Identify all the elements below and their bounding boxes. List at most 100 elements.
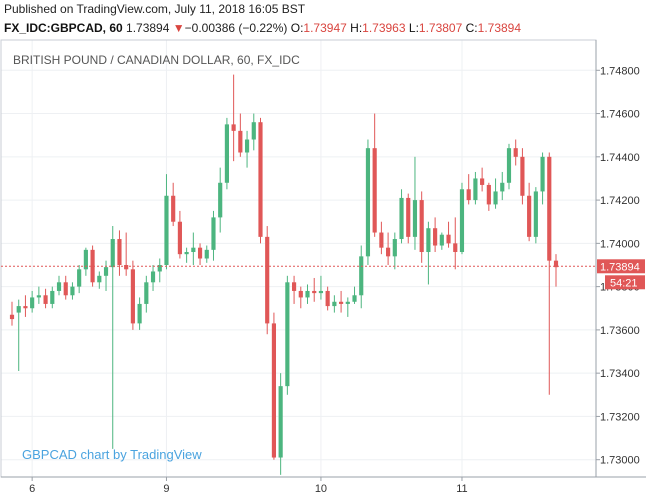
x-axis: 6 9 10 11 [29, 477, 468, 495]
candle [500, 171, 505, 201]
candle [486, 182, 491, 211]
candle [426, 221, 431, 285]
candle-body [278, 386, 283, 458]
candle-body [392, 239, 397, 257]
published-line: Published on TradingView.com, July 11, 2… [4, 2, 306, 16]
candle [97, 271, 102, 289]
candle [77, 264, 82, 294]
candle-body [36, 295, 41, 298]
candle-body [480, 178, 485, 185]
candle [412, 156, 418, 250]
candle [466, 174, 471, 205]
candle [144, 275, 149, 313]
candle-body [298, 290, 303, 298]
plot-border [0, 39, 597, 478]
candle-body [426, 228, 431, 253]
candle [23, 295, 28, 317]
candle-body [399, 197, 404, 240]
candle-body [493, 191, 498, 205]
candle [265, 226, 270, 335]
candle-body [83, 249, 88, 270]
candle [218, 167, 223, 233]
candle [251, 113, 256, 151]
candle [191, 232, 196, 265]
candle-body [164, 195, 169, 265]
candle-body [527, 195, 532, 237]
candle-body [197, 247, 203, 259]
candle [70, 282, 75, 300]
candle-body [271, 323, 277, 458]
candle [379, 221, 384, 255]
candle-body [110, 239, 115, 268]
candle [298, 286, 303, 309]
candle [211, 210, 216, 261]
candle [473, 171, 478, 205]
candle [339, 290, 344, 313]
candle [204, 245, 209, 263]
candle [305, 284, 310, 304]
candle [56, 275, 62, 296]
candle [533, 187, 538, 244]
candle-body [103, 267, 109, 276]
candle-body [533, 191, 538, 237]
low-value: 1.73807 [418, 21, 463, 35]
candle-body [184, 252, 189, 255]
candle-body [251, 122, 256, 140]
candle-body [77, 269, 82, 287]
candle [197, 243, 203, 265]
candle-body [433, 228, 438, 246]
candle-body [379, 232, 384, 248]
candle-body [30, 297, 35, 309]
candle-body [130, 269, 135, 324]
y-tick-label: 1.73200 [600, 411, 640, 423]
candle [493, 178, 498, 209]
candle [103, 260, 109, 291]
candle [547, 152, 552, 395]
candle-body [258, 122, 263, 237]
candle [110, 226, 115, 449]
price-change: −0.00386 (−0.22%) [184, 21, 288, 35]
candle-body [204, 249, 209, 259]
candle [365, 139, 371, 265]
candle [258, 117, 263, 244]
candle [16, 299, 21, 371]
low-label: L: [408, 21, 419, 35]
candle-body [459, 189, 465, 253]
y-tick-label: 1.73600 [600, 325, 640, 337]
candle-body [540, 156, 545, 192]
candle-body [359, 256, 364, 296]
open-value: 1.73947 [303, 21, 347, 35]
candle-body [553, 260, 559, 268]
candle-body [211, 217, 216, 250]
candle [359, 245, 364, 309]
high-label: H: [350, 21, 363, 35]
candle [238, 113, 243, 157]
candle [157, 258, 162, 283]
candle [278, 373, 283, 475]
close-value: 1.73894 [477, 21, 522, 35]
chart-title: BRITISH POUND / CANADIAN DOLLAR, 60, FX_… [13, 53, 300, 67]
candle-body [265, 236, 270, 324]
candle [285, 275, 290, 395]
close-label: C: [465, 21, 478, 35]
candle [117, 230, 122, 276]
candle-body [520, 156, 525, 196]
candle [392, 232, 397, 270]
y-tick-label: 1.73400 [600, 368, 640, 380]
candle [171, 182, 176, 227]
candle [36, 286, 41, 304]
candle [399, 189, 404, 244]
candle-body [63, 282, 68, 296]
candle [224, 117, 229, 190]
candle [540, 152, 545, 205]
candle [372, 113, 377, 237]
candles-group [9, 74, 559, 475]
candle-body [406, 197, 411, 237]
candle-body [43, 295, 48, 304]
candle [318, 275, 324, 300]
candle [177, 210, 182, 259]
last-price-badge [597, 259, 645, 274]
high-value: 1.73963 [362, 21, 406, 35]
candle-body [56, 282, 62, 291]
